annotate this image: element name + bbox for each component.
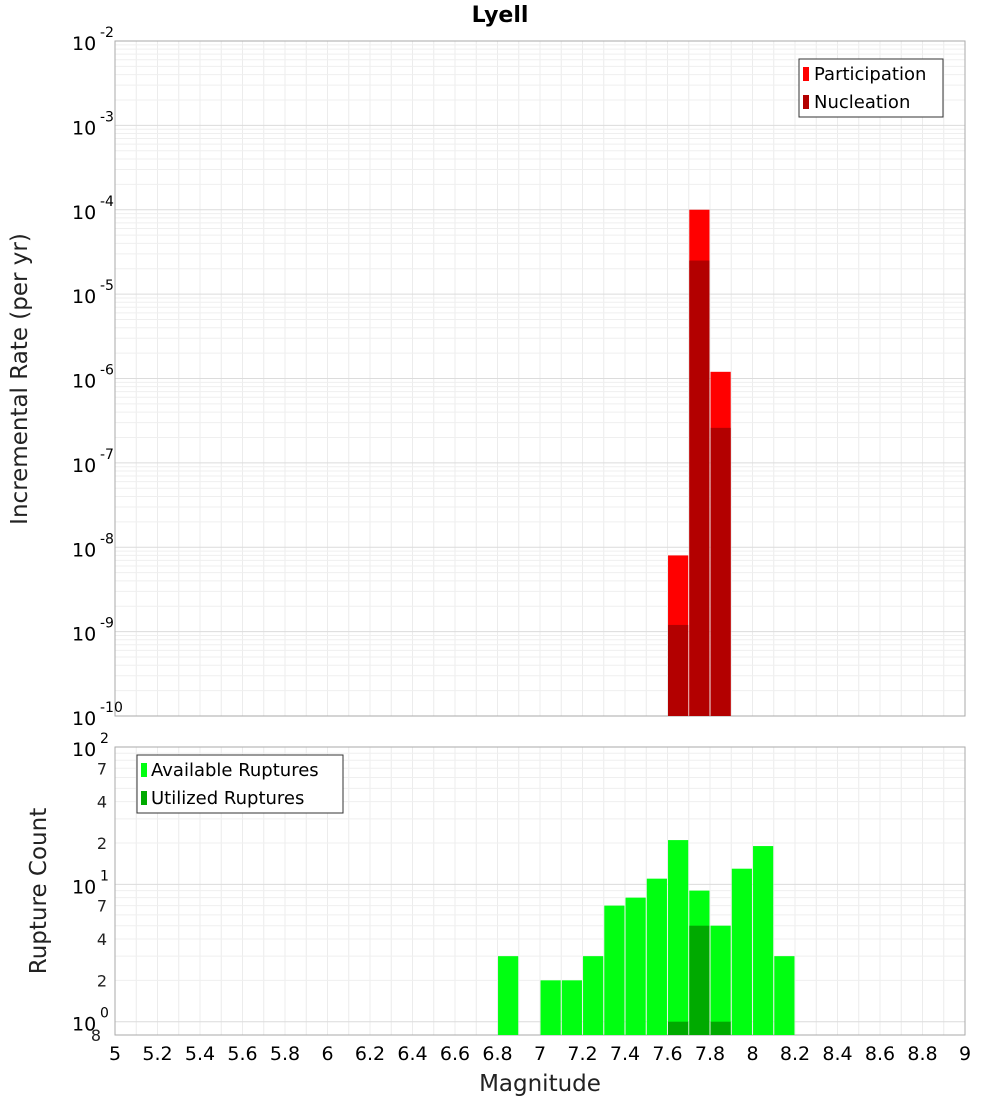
bar-nucleation [668, 624, 689, 716]
bar-available-ruptures [604, 905, 625, 1035]
x-tick-label: 5.8 [270, 1043, 300, 1065]
bar-available-ruptures [625, 897, 646, 1035]
x-tick-label: 6 [321, 1043, 333, 1065]
y-tick-exponent: -2 [100, 25, 114, 41]
legend-swatch-utilized [141, 791, 147, 805]
x-tick-label: 7.4 [610, 1043, 640, 1065]
y-tick-label: 10 [72, 117, 96, 139]
x-tick-label: 8.6 [865, 1043, 895, 1065]
bar-available-ruptures [753, 846, 774, 1035]
bar-available-ruptures [710, 925, 731, 1035]
y-tick-exponent: -9 [100, 616, 114, 632]
y-tick-label: 10 [72, 202, 96, 224]
y-tick-label: 10 [72, 739, 96, 761]
legend-label-utilized: Utilized Ruptures [151, 788, 304, 809]
x-tick-label: 5.2 [142, 1043, 172, 1065]
bar-available-ruptures [498, 956, 519, 1035]
top-plot-grid [114, 41, 966, 717]
x-tick-label: 8.8 [907, 1043, 937, 1065]
x-tick-label: 5.4 [185, 1043, 215, 1065]
legend-label-nucleation: Nucleation [814, 92, 910, 113]
x-tick-label: 5 [109, 1043, 121, 1065]
x-tick-label: 6.4 [397, 1043, 427, 1065]
bottom-plot-frame [114, 746, 966, 1036]
bar-available-ruptures [583, 956, 604, 1035]
top-plot-bars [668, 209, 731, 716]
x-tick-label: 6.6 [440, 1043, 470, 1065]
bar-nucleation [689, 260, 710, 716]
x-tick-label: 8.4 [822, 1043, 852, 1065]
x-tick-labels: 5 5.2 5.4 5.6 5.8 6 6.2 6.4 6.6 6.8 7 7.2 7.4 7.6 7.8 8… [109, 1043, 971, 1065]
x-tick-label: 5.6 [227, 1043, 257, 1065]
bottom-y-axis-title: Rupture Count [26, 808, 52, 974]
y-tick-exponent: -3 [100, 109, 114, 125]
y-tick-minor-label: 7 [97, 759, 107, 778]
x-tick-label: 8 [746, 1043, 758, 1065]
y-tick-minor-label: 4 [97, 793, 107, 812]
x-tick-label: 7.2 [567, 1043, 597, 1065]
bottom-plot-bars [498, 840, 795, 1035]
bottom-legend: Available Ruptures Utilized Ruptures [136, 754, 344, 814]
legend-label-available: Available Ruptures [151, 760, 319, 781]
y-tick-exponent: -7 [100, 447, 114, 463]
top-plot-frame [114, 40, 966, 717]
y-tick-exponent: -6 [100, 363, 114, 379]
bar-utilized-ruptures [668, 1021, 689, 1035]
y-tick-minor-label: 2 [97, 971, 107, 990]
x-tick-label: 8.2 [780, 1043, 810, 1065]
top-legend: Participation Nucleation [798, 58, 944, 118]
x-axis-title: Magnitude [479, 1071, 601, 1097]
bar-utilized-ruptures [689, 925, 710, 1035]
y-tick-exponent: -4 [100, 194, 114, 210]
y-tick-minor-label: 2 [97, 834, 107, 853]
y-tick-label: 10 [72, 708, 96, 730]
legend-swatch-nucleation [803, 95, 809, 109]
bar-available-ruptures [646, 878, 667, 1035]
y-tick-minor-label: 7 [97, 897, 107, 916]
top-y-axis-title: Incremental Rate (per yr) [7, 233, 33, 525]
legend-swatch-participation [803, 67, 809, 81]
y-tick-exponent: 1 [100, 868, 109, 884]
x-tick-label: 9 [959, 1043, 971, 1065]
y-tick-label: 10 [72, 539, 96, 561]
y-tick-label: 10 [72, 1014, 96, 1036]
y-tick-label: 10 [72, 286, 96, 308]
bar-available-ruptures [540, 980, 561, 1035]
y-tick-minor-label: 8 [91, 1026, 101, 1045]
y-tick-label: 10 [72, 455, 96, 477]
bar-available-ruptures [731, 868, 752, 1035]
x-tick-label: 7 [534, 1043, 546, 1065]
y-tick-label: 10 [72, 876, 96, 898]
bar-available-ruptures [668, 840, 689, 1035]
y-tick-exponent: -8 [100, 531, 114, 547]
y-tick-exponent: -10 [100, 700, 123, 716]
top-y-tick-labels: 10-210-310-410-510-610-710-810-910-10 [72, 25, 123, 730]
y-tick-label: 10 [72, 624, 96, 646]
bar-nucleation [710, 427, 731, 716]
y-tick-exponent: -5 [100, 278, 114, 294]
chart-title: Lyell [472, 3, 529, 28]
legend-swatch-available [141, 763, 147, 777]
x-tick-label: 7.6 [652, 1043, 682, 1065]
y-tick-exponent: 2 [100, 731, 109, 747]
y-tick-minor-label: 4 [97, 930, 107, 949]
x-tick-label: 6.8 [482, 1043, 512, 1065]
bar-utilized-ruptures [710, 1021, 731, 1035]
y-tick-label: 10 [72, 33, 96, 55]
x-tick-label: 6.2 [355, 1043, 385, 1065]
y-tick-label: 10 [72, 371, 96, 393]
x-tick-label: 7.8 [695, 1043, 725, 1065]
bar-available-ruptures [561, 980, 582, 1035]
y-tick-exponent: 0 [100, 1006, 109, 1022]
bar-available-ruptures [774, 956, 795, 1035]
legend-label-participation: Participation [814, 64, 926, 85]
